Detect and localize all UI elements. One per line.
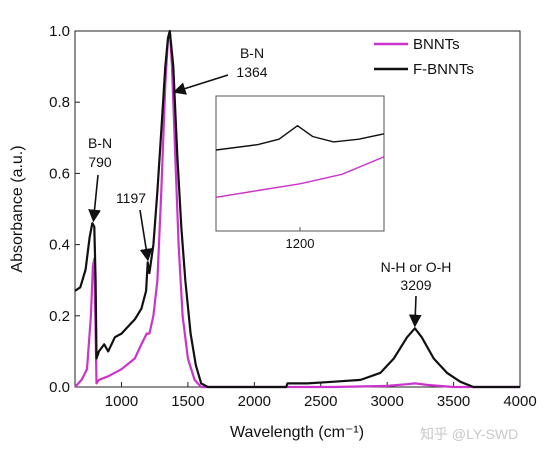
y-axis-title: Absorbance (a.u.) — [9, 145, 26, 272]
inset-series — [215, 124, 385, 198]
annotation-arrow — [172, 74, 229, 95]
watermark: 知乎 @LY-SWD — [420, 426, 519, 442]
annotation-arrow — [139, 209, 153, 262]
x-tick-label: 4000 — [503, 393, 536, 410]
legend-label-bnnts: BNNTs — [413, 36, 460, 53]
inset: 1200 — [215, 95, 385, 251]
y-tick-label: 0.8 — [49, 94, 70, 111]
y-tick-label: 0.4 — [49, 237, 70, 254]
x-tick-label: 3500 — [437, 393, 470, 410]
y-tick-label: 0.0 — [49, 379, 70, 396]
annotation-label: B-N — [240, 45, 264, 61]
y-axis-ticks: 0.0 0.2 0.4 0.6 0.8 1.0 — [49, 23, 80, 396]
x-tick-label: 2500 — [304, 393, 337, 410]
x-tick-label: 2000 — [238, 393, 271, 410]
y-tick-label: 0.6 — [49, 165, 70, 182]
y-tick-label: 0.2 — [49, 308, 70, 325]
legend-label-fbnnts: F-BNNTs — [413, 61, 474, 78]
x-tick-label: 1000 — [105, 393, 138, 410]
inset-line-bnnts — [215, 156, 385, 198]
annotations: B-N 790 1197 B-N 1364 N-H or O-H 3209 — [88, 45, 452, 328]
annotation-label: N-H or O-H — [381, 259, 452, 275]
series-line-f-bnnts — [74, 29, 520, 389]
annotation-arrow — [408, 295, 422, 328]
annotation-label: B-N — [88, 135, 112, 151]
annotation-label: 1197 — [116, 190, 146, 206]
x-tick-label: 3000 — [370, 393, 403, 410]
annotation-value: 790 — [88, 154, 112, 170]
annotation-arrow — [88, 174, 101, 223]
y-tick-label: 1.0 — [49, 23, 70, 40]
x-axis-title: Wavelength (cm⁻¹) — [230, 424, 364, 441]
x-tick-label: 1500 — [171, 393, 204, 410]
inset-frame — [215, 95, 385, 232]
annotation-value: 3209 — [400, 277, 431, 293]
annotation-value: 1364 — [236, 64, 267, 80]
legend: BNNTs F-BNNTs — [374, 36, 474, 78]
inset-line-f-bnnts — [215, 124, 385, 151]
inset-x-tick-label: 1200 — [286, 236, 315, 251]
series-lines — [74, 29, 520, 389]
